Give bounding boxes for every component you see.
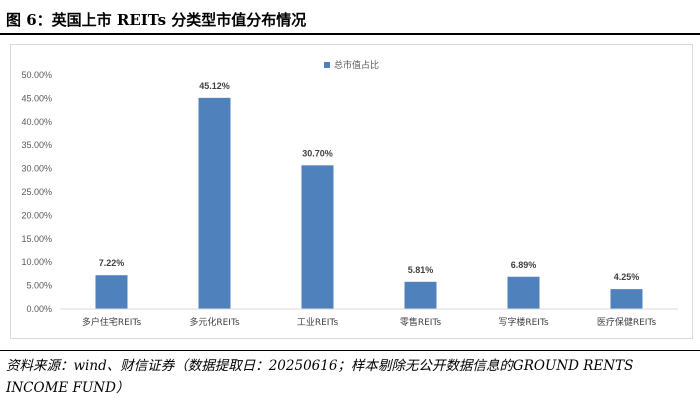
chart-frame (10, 44, 693, 339)
bar (404, 281, 437, 309)
y-tick-label: 15.00% (21, 234, 52, 244)
data-label: 45.12% (199, 81, 230, 91)
x-tick-label: 多户住宅REITs (82, 316, 142, 328)
y-axis: 0.00% 5.00% 10.00% 15.00% 20.00% 25.00% 30.00%… (21, 70, 52, 314)
y-tick-label: 10.00% (21, 257, 52, 267)
legend-label: 总市值占比 (334, 59, 379, 71)
figure-title: 图 6：英国上市 REITs 分类型市值分布情况 (6, 11, 307, 29)
bars: 7.22% 45.12% 30.70% 5.81% 6.89% 4.25% (95, 81, 643, 309)
x-tick-label: 写字楼REITs (498, 316, 549, 328)
y-tick-label: 35.00% (21, 140, 52, 150)
y-tick-label: 25.00% (21, 187, 52, 197)
data-label: 7.22% (99, 258, 125, 268)
bar (301, 165, 334, 309)
y-tick-label: 20.00% (21, 210, 52, 220)
bar (507, 276, 540, 309)
data-label: 30.70% (302, 148, 333, 158)
bar (198, 97, 231, 309)
data-label: 5.81% (408, 265, 434, 275)
data-label: 4.25% (614, 272, 640, 282)
bar-chart: 总市值占比 0.00% 5.00% 10.00% 15.00% 20.00% 25.00%… (21, 59, 678, 328)
y-tick-label: 30.00% (21, 164, 52, 174)
x-tick-label: 零售REITs (400, 316, 442, 328)
y-tick-label: 50.00% (21, 70, 52, 80)
legend-swatch (324, 62, 330, 68)
legend: 总市值占比 (324, 59, 379, 71)
source-rule (0, 350, 700, 351)
y-tick-label: 40.00% (21, 117, 52, 127)
title-rule (0, 33, 700, 35)
y-tick-label: 5.00% (26, 281, 52, 291)
bar (610, 289, 643, 309)
bar (95, 275, 128, 309)
x-axis: 多户住宅REITs 多元化REITs 工业REITs 零售REITs 写字楼REITs 医… (82, 316, 657, 328)
x-tick-label: 多元化REITs (189, 316, 240, 328)
data-label: 6.89% (511, 260, 537, 270)
x-tick-label: 医疗保健REITs (597, 316, 657, 328)
y-tick-label: 0.00% (26, 304, 52, 314)
source-note: 资料来源：wind、财信证券（数据提取日：20250616；样本剔除无公开数据信… (6, 358, 634, 396)
x-tick-label: 工业REITs (297, 317, 339, 328)
y-tick-label: 45.00% (21, 93, 52, 103)
